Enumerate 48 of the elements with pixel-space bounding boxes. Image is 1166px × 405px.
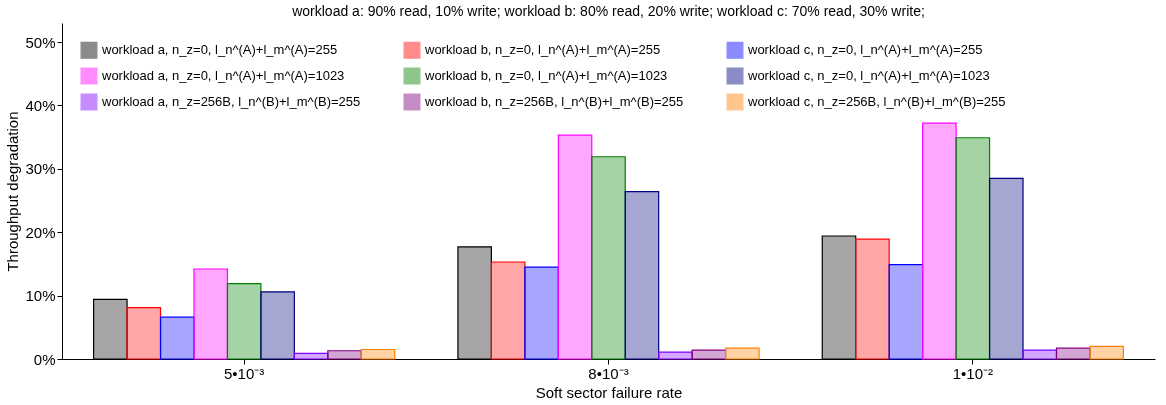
text: workload a: 90% read, 10% write; workload b: 80% read, 20% write; workload c: 70% read, 30% write; bbox=[291, 3, 925, 19]
bar bbox=[524, 266, 559, 360]
bar bbox=[93, 298, 128, 360]
bar bbox=[457, 246, 492, 360]
bar bbox=[159, 316, 195, 360]
bar bbox=[658, 351, 693, 360]
legend-label: workload b, n_z=256B, l_n^(B)+l_m^(B)=255 bbox=[424, 94, 684, 109]
y-tick-label: 50% bbox=[25, 33, 56, 51]
bar bbox=[557, 134, 593, 360]
bar bbox=[193, 268, 229, 360]
bar bbox=[490, 261, 526, 360]
legend-label: workload a, n_z=256B, l_n^(B)+l_m^(B)=255 bbox=[101, 94, 361, 109]
y-tick-label: 40% bbox=[25, 96, 56, 114]
legend-label: workload a, n_z=0, l_n^(A)+l_m^(A)=255 bbox=[101, 42, 338, 58]
legend-label: workload c, n_z=256B, l_n^(B)+l_m^(B)=255 bbox=[747, 94, 1006, 109]
legend-label: workload a, n_z=0, l_n^(A)+l_m^(A)=1023 bbox=[101, 68, 345, 83]
bar bbox=[725, 347, 760, 360]
bar bbox=[855, 238, 890, 360]
bar bbox=[1089, 345, 1124, 360]
y-axis-title: Throughput degradation bbox=[4, 111, 22, 272]
bar bbox=[1055, 347, 1091, 360]
bar bbox=[988, 177, 1024, 360]
bar bbox=[922, 122, 957, 360]
y-tick-label: 20% bbox=[25, 223, 56, 241]
y-tick-label: 30% bbox=[25, 160, 56, 178]
bar bbox=[226, 282, 262, 360]
bar bbox=[691, 349, 727, 360]
bar bbox=[293, 352, 329, 360]
bar bbox=[821, 235, 857, 360]
legend-label: workload b, n_z=0, l_n^(A)+l_m^(A)=1023 bbox=[424, 68, 668, 83]
bar bbox=[888, 263, 924, 360]
x-axis-title: Soft sector failure rate bbox=[535, 383, 683, 401]
x-tick-label: 1•10⁻² bbox=[952, 364, 993, 382]
bar bbox=[624, 191, 660, 360]
bar bbox=[327, 350, 362, 360]
legend-label: workload b, n_z=0, l_n^(A)+l_m^(A)=255 bbox=[424, 42, 661, 58]
bar bbox=[591, 156, 626, 360]
bar bbox=[1022, 349, 1058, 360]
legend-label: workload c, n_z=0, l_n^(A)+l_m^(A)=255 bbox=[747, 42, 983, 58]
bar bbox=[126, 307, 162, 360]
legend-label: workload c, n_z=0, l_n^(A)+l_m^(A)=1023 bbox=[747, 68, 990, 83]
x-tick-label: 8•10⁻³ bbox=[588, 364, 629, 382]
y-tick-label: 10% bbox=[25, 287, 56, 305]
bar bbox=[360, 348, 396, 360]
bar bbox=[955, 137, 991, 360]
x-tick-label: 5•10⁻³ bbox=[224, 364, 265, 382]
y-tick-label: 0% bbox=[33, 350, 56, 368]
bar bbox=[260, 291, 295, 360]
